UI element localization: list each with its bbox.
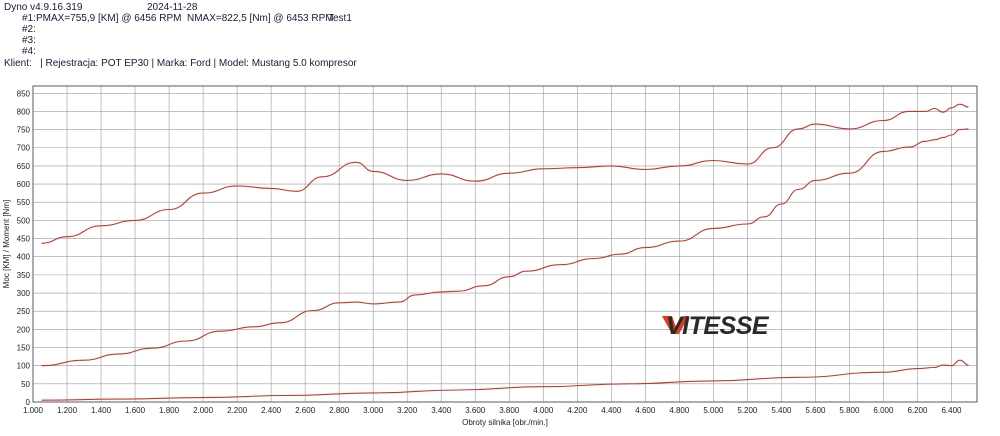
x-tick-label: 5.000 <box>703 406 724 415</box>
x-tick-label: 3.400 <box>431 406 452 415</box>
y-tick-label: 100 <box>17 362 31 371</box>
run4-label: #4: <box>22 46 36 57</box>
y-tick-label: 500 <box>17 216 31 225</box>
x-axis-ticks: 1.000 1.200 1.400 1.600 1.800 2.000 2.200 2.400… <box>23 406 962 415</box>
run1-label: #1: <box>22 13 36 24</box>
y-tick-label: 300 <box>17 289 31 298</box>
y-tick-label: 750 <box>17 126 31 135</box>
y-tick-label: 700 <box>17 144 31 153</box>
x-tick-label: 2.800 <box>329 406 350 415</box>
y-tick-label: 850 <box>17 89 31 98</box>
x-tick-label: 2.200 <box>227 406 248 415</box>
y-tick-label: 150 <box>17 344 31 353</box>
x-tick-label: 3.800 <box>499 406 520 415</box>
x-tick-label: 2.400 <box>261 406 282 415</box>
x-tick-label: 4.400 <box>601 406 622 415</box>
run3-label: #3: <box>22 35 36 46</box>
x-tick-label: 6.000 <box>873 406 894 415</box>
series-line-1 <box>41 128 969 367</box>
run1-name: Test1 <box>328 13 352 24</box>
y-tick-label: 650 <box>17 162 31 171</box>
y-tick-label: 450 <box>17 235 31 244</box>
y-tick-label: 200 <box>17 325 31 334</box>
run1-power: PMAX=755,9 [KM] @ 6456 RPM <box>36 13 182 24</box>
y-tick-label: 600 <box>17 180 31 189</box>
client-info: Klient: | Rejestracja: POT EP30 | Marka:… <box>4 58 357 69</box>
x-tick-label: 4.800 <box>669 406 690 415</box>
x-tick-label: 1.400 <box>91 406 112 415</box>
series-line-3 <box>41 359 969 401</box>
y-tick-label: 0 <box>26 398 31 407</box>
x-tick-label: 2.600 <box>295 406 316 415</box>
chart-grid <box>32 86 977 403</box>
logo-v-accent <box>662 316 689 334</box>
x-tick-label: 6.200 <box>907 406 928 415</box>
vitesse-logo: VITESSE <box>662 312 770 340</box>
x-tick-label: 3.000 <box>363 406 384 415</box>
run2-label: #2: <box>22 24 36 35</box>
x-tick-label: 5.800 <box>839 406 860 415</box>
x-tick-label: 3.600 <box>465 406 486 415</box>
x-tick-label: 5.200 <box>737 406 758 415</box>
x-tick-label: 2.000 <box>193 406 214 415</box>
x-tick-label: 5.400 <box>771 406 792 415</box>
x-tick-label: 1.000 <box>23 406 44 415</box>
x-tick-label: 4.200 <box>567 406 588 415</box>
y-axis-label: Moc [KM] / Moment [Nm] <box>2 200 11 288</box>
y-tick-label: 250 <box>17 307 31 316</box>
plot-frame <box>32 85 978 403</box>
x-tick-label: 5.600 <box>805 406 826 415</box>
x-tick-label: 4.600 <box>635 406 656 415</box>
x-axis-label: Obroty silnika [obr./min.] <box>462 418 548 427</box>
y-tick-label: 800 <box>17 107 31 116</box>
x-tick-label: 1.800 <box>159 406 180 415</box>
series-line-2 <box>41 103 969 244</box>
y-axis-ticks: 0 50 100 150 200 250 300 350 400 450 500 550 600 650 7… <box>17 89 31 407</box>
x-tick-label: 1.600 <box>125 406 146 415</box>
y-tick-label: 350 <box>17 271 31 280</box>
y-tick-label: 400 <box>17 253 31 262</box>
date-label: 2024-11-28 <box>147 2 198 13</box>
x-tick-label: 6.400 <box>941 406 962 415</box>
logo-text: VITESSE <box>666 312 770 340</box>
run1-torque: NMAX=822,5 [Nm] @ 6453 RPM <box>187 13 334 24</box>
x-tick-label: 3.200 <box>397 406 418 415</box>
x-tick-label: 4.000 <box>533 406 554 415</box>
x-tick-label: 1.200 <box>57 406 78 415</box>
app-version: Dyno v4.9.16.319 <box>4 2 83 13</box>
y-tick-label: 550 <box>17 198 31 207</box>
chart-series <box>41 103 969 401</box>
y-tick-label: 50 <box>21 380 30 389</box>
